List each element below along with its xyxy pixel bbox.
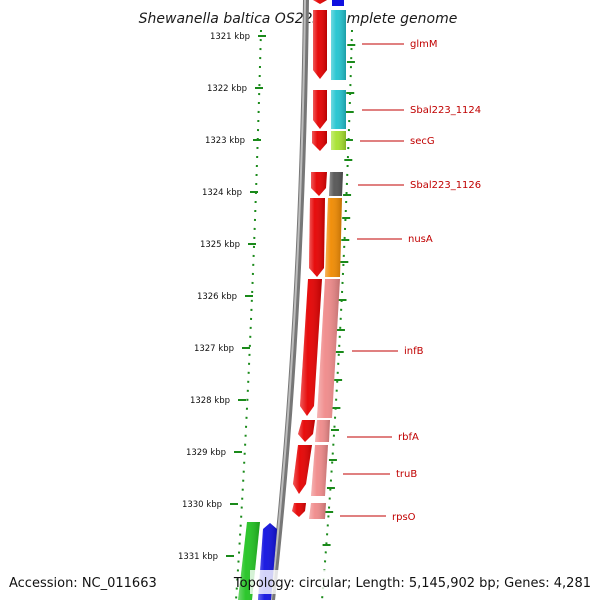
- tick-label: 1331 kbp: [178, 552, 218, 562]
- cds-arrow-shade: [313, 90, 327, 129]
- cds-arrow-shade: [293, 445, 312, 494]
- map-title: Shewanella baltica OS223, complete genom…: [139, 11, 458, 27]
- gene-label: rpsO: [392, 512, 416, 523]
- cds-arrow-shade: [292, 503, 306, 517]
- top-blue-gene-body: [332, 0, 344, 6]
- gene-label: truB: [396, 469, 417, 480]
- cds-arrow-shade: [311, 172, 327, 196]
- gene-shade: [331, 131, 346, 150]
- tick-label: 1326 kbp: [197, 292, 237, 302]
- gene-label: glmM: [410, 39, 438, 50]
- tick-label: 1327 kbp: [194, 344, 234, 354]
- gene-label: infB: [404, 346, 424, 357]
- gene-shade: [329, 172, 343, 196]
- gene-label: rbfA: [398, 432, 419, 443]
- tick-dots-left: [235, 29, 262, 600]
- gene-label: secG: [410, 136, 435, 147]
- gene-shade: [309, 503, 326, 519]
- cds-arrow-shade: [300, 279, 322, 416]
- tick-label: 1323 kbp: [205, 136, 245, 146]
- cds-track: [292, 0, 327, 517]
- gene-label: nusA: [408, 234, 433, 245]
- tick-label: 1330 kbp: [182, 500, 222, 510]
- gene-label: Sbal223_1126: [410, 180, 481, 191]
- tick-ruler: 1321 kbp 1322 kbp 1323 kbp 1324 kbp 1325 kbp…: [178, 29, 356, 600]
- cds-arrow-shade: [298, 420, 315, 442]
- tick-labels: 1321 kbp 1322 kbp 1323 kbp 1324 kbp 1325 kbp…: [178, 32, 250, 562]
- tick-label: 1321 kbp: [210, 32, 250, 42]
- tick-label: 1324 kbp: [202, 188, 242, 198]
- gene-shade: [331, 90, 346, 129]
- gene-shade: [315, 420, 330, 442]
- tick-label: 1322 kbp: [207, 84, 247, 94]
- genome-backbone-highlight: [270, 0, 306, 600]
- tick-label: 1329 kbp: [186, 448, 226, 458]
- gene-track: [309, 10, 346, 519]
- gene-callouts: glmM Sbal223_1124 secG Sbal223_1126 nusA infB…: [340, 39, 481, 523]
- top-blue-gene: [332, 0, 344, 6]
- topology-text: Topology: circular; Length: 5,145,902 bp…: [233, 576, 591, 591]
- tick-marks: [226, 35, 356, 557]
- tick-label: 1328 kbp: [190, 396, 230, 406]
- gene-shade: [311, 445, 328, 496]
- gene-shade: [331, 10, 346, 80]
- accession-text: Accession: NC_011663: [9, 576, 157, 591]
- cds-arrow-shade: [309, 198, 325, 277]
- cds-arrow-shade: [312, 131, 327, 151]
- green-gene-shade: [238, 522, 260, 600]
- cds-arrow-shade: [313, 10, 327, 79]
- gene-shade: [325, 198, 342, 277]
- footer-background: [250, 570, 595, 594]
- gene-shade: [317, 279, 340, 418]
- gene-label: Sbal223_1124: [410, 105, 481, 116]
- cds-arrow-shade: [313, 0, 327, 4]
- tick-label: 1325 kbp: [200, 240, 240, 250]
